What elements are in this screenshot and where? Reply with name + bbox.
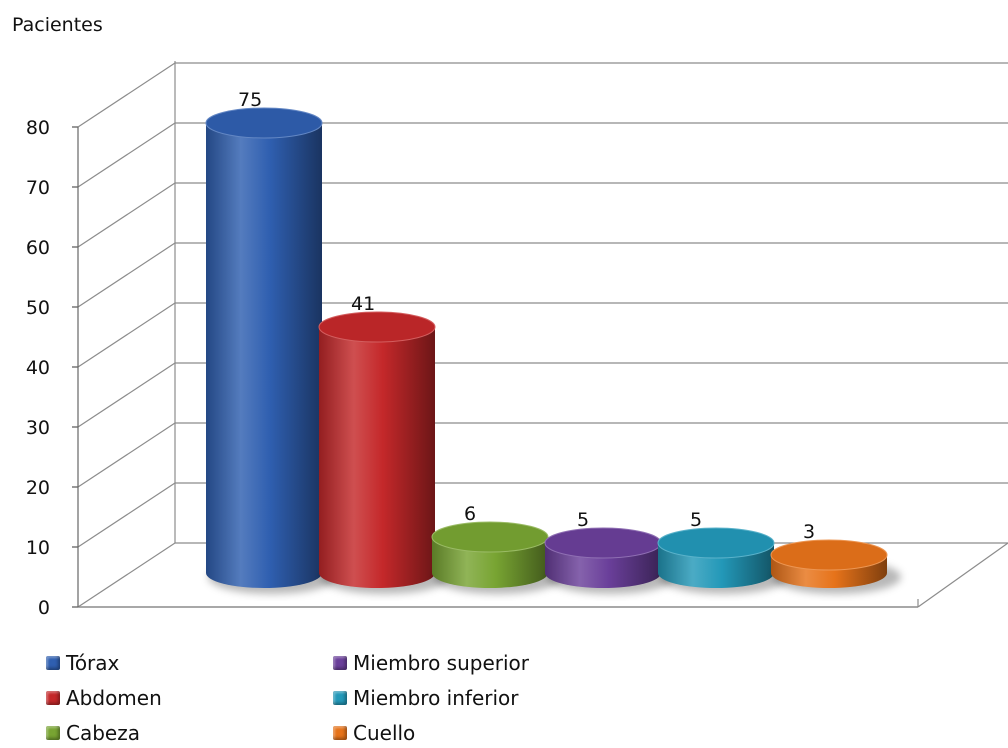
legend-swatch: [46, 691, 60, 705]
legend-swatch: [46, 726, 60, 740]
y-tick-label: 10: [26, 537, 50, 559]
legend-label: Cuello: [353, 721, 416, 745]
gridline-side: [77, 62, 176, 128]
data-label: 3: [803, 521, 815, 543]
data-labels: 75 41 6 5 5 3: [238, 89, 815, 543]
y-axis-title: Pacientes: [12, 14, 103, 36]
legend-label: Abdomen: [66, 686, 162, 710]
gridline-side: [77, 422, 176, 488]
legend-label: Miembro superior: [353, 651, 530, 675]
y-axis: 0 10 20 30 40 50 60 70 80: [26, 117, 79, 619]
legend-swatch: [333, 691, 347, 705]
bar-tórax: [205, 107, 336, 594]
legend: Tórax Abdomen Cabeza Miembro superior Miembr…: [0, 648, 1008, 746]
data-label: 5: [690, 509, 702, 531]
gridline-side: [77, 302, 176, 368]
bar-top: [431, 521, 549, 553]
bar-top: [544, 527, 662, 559]
y-tick-label: 70: [26, 177, 50, 199]
legend-swatch: [46, 656, 60, 670]
gridline-side: [77, 122, 176, 188]
bar-cabeza: [431, 521, 562, 594]
legend-item: Abdomen: [46, 683, 162, 713]
bar-miembro-superior: [544, 527, 675, 594]
bar-chart: 0 10 20 30 40 50 60 70 80 75 41 6 5 5 3: [26, 61, 1008, 619]
bar-body: [319, 327, 435, 588]
legend-item: Cabeza: [46, 718, 140, 748]
data-label: 75: [238, 89, 262, 111]
data-label: 6: [464, 503, 476, 525]
legend-label: Miembro inferior: [353, 686, 519, 710]
floor-right: [917, 542, 1008, 608]
bar-abdomen: [318, 311, 449, 594]
y-tick-label: 0: [38, 597, 50, 619]
gridline-side: [77, 482, 176, 548]
gridline-side: [77, 182, 176, 248]
gridline-side: [77, 542, 176, 608]
y-tick-label: 80: [26, 117, 50, 139]
bar-top: [205, 107, 323, 139]
bar-top: [770, 539, 888, 571]
data-label: 5: [577, 509, 589, 531]
bar-series: [205, 107, 901, 594]
legend-item: Miembro superior: [333, 648, 529, 678]
bar-miembro-inferior: [657, 527, 788, 594]
gridline-side: [77, 242, 176, 308]
bar-top: [318, 311, 436, 343]
legend-swatch: [333, 656, 347, 670]
legend-label: Cabeza: [66, 721, 140, 745]
legend-swatch: [333, 726, 347, 740]
data-label: 41: [351, 293, 375, 315]
legend-item: Miembro inferior: [333, 683, 519, 713]
legend-label: Tórax: [66, 651, 120, 675]
bar-body: [206, 123, 322, 588]
legend-item: Tórax: [46, 648, 119, 678]
y-tick-label: 30: [26, 417, 50, 439]
bar-cuello: [770, 539, 901, 594]
y-tick-label: 60: [26, 237, 50, 259]
gridline-side: [77, 362, 176, 428]
legend-item: Cuello: [333, 718, 415, 748]
bar-top: [657, 527, 775, 559]
y-tick-label: 40: [26, 357, 50, 379]
y-tick-label: 50: [26, 297, 50, 319]
y-tick-label: 20: [26, 477, 50, 499]
